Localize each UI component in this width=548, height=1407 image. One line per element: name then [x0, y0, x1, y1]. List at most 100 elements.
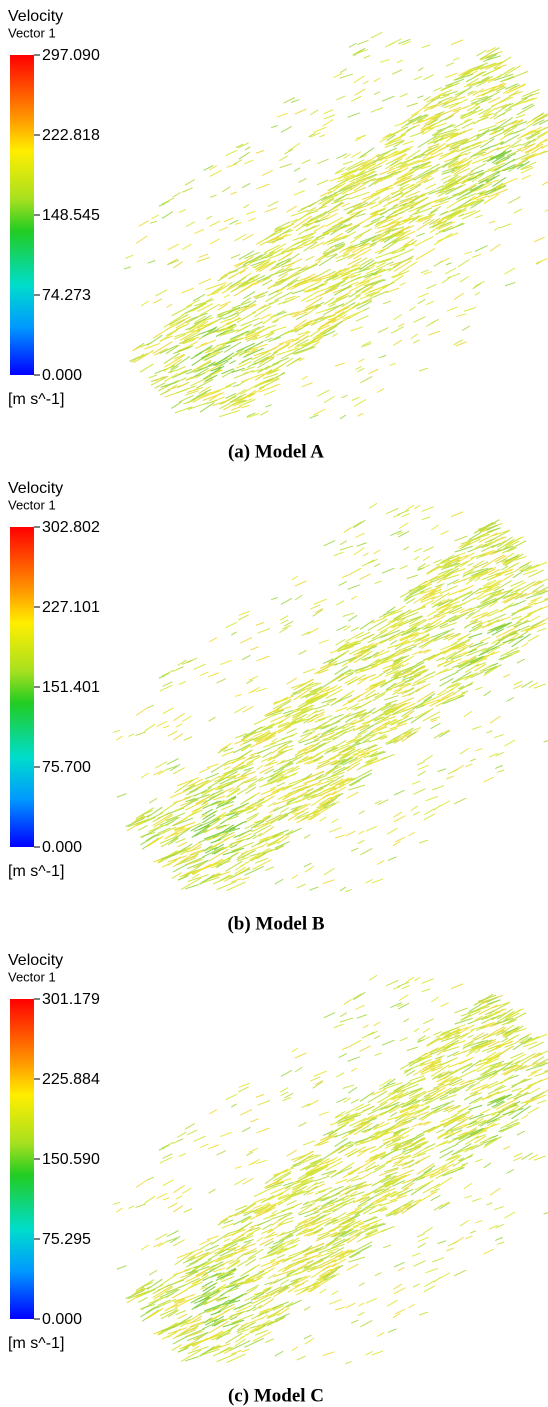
vector-arrow [208, 673, 219, 677]
vector-arrow [176, 1196, 183, 1199]
vector-arrow [236, 362, 251, 369]
vector-arrow [176, 724, 183, 727]
vector-arrow [503, 1146, 510, 1149]
vector-arrow [358, 831, 364, 834]
vector-arrow [246, 1259, 256, 1266]
vector-arrow [406, 150, 420, 160]
vector-arrow [457, 635, 467, 639]
vector-arrow [279, 156, 287, 161]
vector-arrow [193, 1136, 205, 1141]
vector-arrow [336, 1179, 348, 1183]
vector-arrow [336, 1073, 344, 1077]
vector-arrow [218, 275, 228, 281]
vector-arrow [363, 81, 368, 84]
vector-arrow [192, 806, 204, 812]
vector-arrow [196, 379, 213, 388]
vector-arrow [168, 1203, 177, 1208]
vector-arrow [250, 647, 258, 650]
vector-arrow [299, 178, 307, 182]
vector-arrow [483, 777, 493, 782]
vector-arrow [242, 273, 251, 279]
vector-arrow [185, 1357, 199, 1361]
vector-arrow [260, 314, 271, 319]
vector-arrow [310, 605, 320, 610]
vector-arrow [477, 1071, 499, 1080]
vector-arrow [497, 1242, 504, 1244]
vector-arrow [400, 1038, 408, 1041]
vector-arrow [329, 1299, 341, 1304]
vector-arrow [191, 352, 202, 359]
vector-arrow [475, 687, 482, 690]
vector-arrow [475, 292, 480, 295]
vector-arrow [354, 701, 370, 710]
vector-arrow [544, 738, 548, 742]
vector-arrow [416, 1192, 435, 1203]
vector-arrow [504, 1212, 515, 1218]
vector-arrow [236, 1306, 251, 1313]
vector-arrow [319, 254, 337, 266]
vector-arrow [179, 209, 186, 212]
vector-arrow [509, 562, 519, 568]
vector-arrow [287, 745, 294, 747]
vector-arrow [324, 303, 344, 314]
vector-arrow [440, 801, 450, 806]
vector-arrow [355, 1005, 364, 1010]
vector-arrow [446, 263, 452, 265]
vector-arrow [141, 826, 162, 837]
vector-arrow [385, 42, 395, 47]
vector-arrow [257, 766, 263, 770]
vector-arrow [340, 546, 353, 550]
vector-arrow [226, 150, 237, 156]
vector-arrow [336, 707, 348, 711]
vector-arrow [534, 237, 544, 242]
vector-arrow [349, 43, 356, 47]
vector-arrow [377, 1096, 389, 1103]
vector-arrow [262, 752, 272, 758]
vector-arrow [324, 396, 335, 403]
vector-arrow [324, 775, 344, 786]
vector-arrow [426, 566, 441, 574]
vector-arrow [399, 523, 408, 529]
vector-arrow [323, 1352, 335, 1356]
vector-arrow [423, 1227, 432, 1233]
vector-arrow [340, 74, 353, 78]
vector-arrow [240, 638, 251, 643]
vector-arrow [256, 150, 264, 153]
vector-arrow [411, 334, 418, 339]
vector-arrow [460, 552, 466, 554]
vector-arrow [400, 94, 408, 97]
vector-arrow [339, 582, 347, 586]
vector-arrow [394, 314, 402, 319]
vector-arrow [306, 298, 316, 302]
vector-arrow [430, 1189, 439, 1193]
vector-arrow [257, 748, 270, 754]
vector-arrow [330, 1122, 338, 1125]
vector-arrow [172, 1345, 182, 1351]
vector-arrow [177, 842, 187, 847]
vector-arrow [387, 1300, 397, 1306]
vector-arrow [351, 596, 357, 599]
vector-arrow [419, 1312, 428, 1315]
vector-arrow [246, 1152, 253, 1156]
vector-arrow [409, 179, 427, 189]
vector-arrow [271, 126, 277, 128]
vector-arrow [163, 726, 170, 728]
vector-arrow [426, 321, 435, 326]
vector-arrow [357, 40, 369, 45]
vector-arrow [202, 847, 223, 857]
vector-arrow [424, 1281, 434, 1287]
vector-arrow [348, 1087, 357, 1093]
vector-arrow [313, 409, 325, 415]
vector-arrow [342, 573, 352, 577]
vector-field [113, 503, 548, 891]
vector-arrow [199, 1308, 216, 1315]
vector-arrow [379, 1110, 391, 1115]
vector-arrow [182, 188, 192, 192]
vector-arrow [375, 1273, 382, 1276]
vector-arrow [434, 805, 441, 810]
vector-arrow [382, 1040, 395, 1045]
vector-arrow [237, 781, 246, 787]
vector-arrow [254, 714, 275, 724]
vector-arrow [414, 789, 426, 795]
vector-arrow [386, 980, 398, 986]
